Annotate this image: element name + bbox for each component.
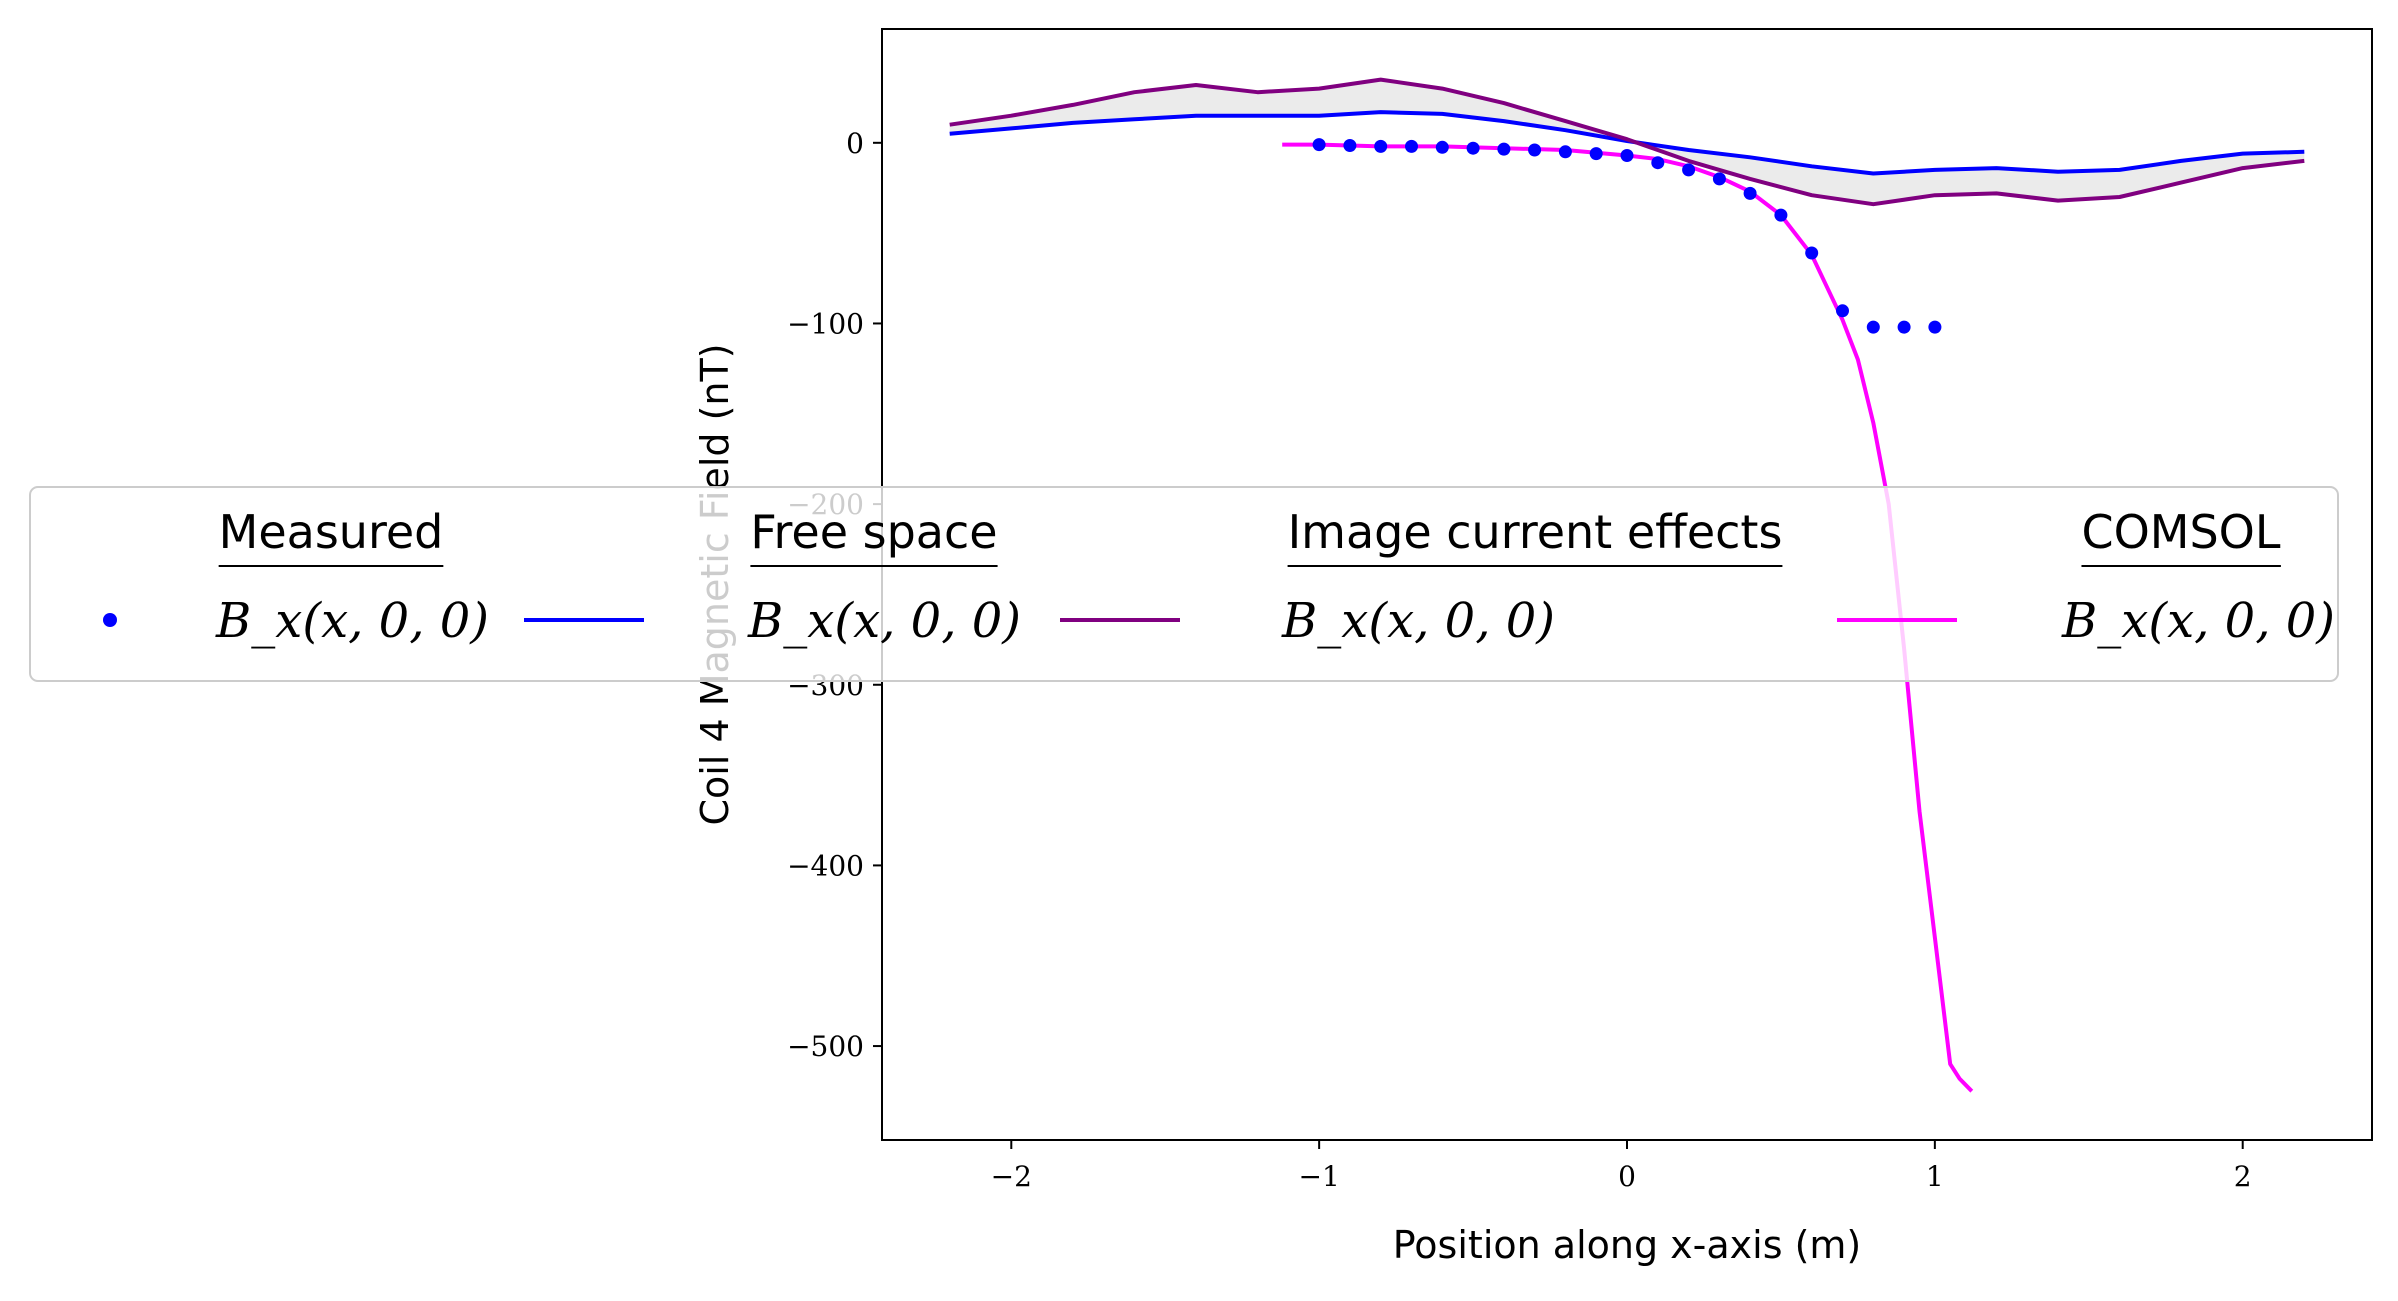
measured-point: [1558, 145, 1572, 159]
legend-marker-dot: [103, 613, 117, 627]
y-tick-label: −500: [787, 1030, 864, 1063]
legend-entry-title: Free space: [750, 505, 997, 559]
measured-point: [1682, 163, 1696, 177]
measured-point: [1497, 142, 1511, 156]
y-tick-label: 0: [846, 127, 864, 160]
measured-point: [1620, 149, 1634, 162]
x-tick-label: 1: [1926, 1160, 1944, 1193]
legend-entry-measured: Measured B_x(x, 0, 0): [103, 505, 489, 649]
measured-point: [1836, 304, 1849, 318]
measured-point: [1651, 156, 1665, 170]
measured-point: [1897, 320, 1911, 334]
y-tick-label: −400: [787, 849, 864, 882]
x-axis-title: Position along x-axis (m): [1393, 1223, 1862, 1267]
legend-entry-label: B_x(x, 0, 0): [215, 593, 489, 649]
legend-entry-comsol: COMSOL B_x(x, 0, 0): [1837, 505, 2335, 649]
plot-area: [949, 77, 2305, 1093]
x-tick-label: −1: [1299, 1160, 1340, 1193]
fill-between-band: [949, 79, 2305, 205]
series-line-free-space: [949, 110, 2305, 176]
measured-point: [1589, 147, 1603, 161]
measured-point: [1528, 143, 1542, 157]
legend-entry-title: Measured: [219, 505, 444, 559]
measured-point: [1928, 320, 1942, 334]
measured-point: [1435, 140, 1449, 154]
y-tick-label: −100: [787, 307, 864, 340]
measured-point: [1312, 138, 1326, 152]
legend-entry-label: B_x(x, 0, 0): [2061, 593, 2335, 649]
x-tick-label: 0: [1618, 1160, 1636, 1193]
series-line-comsol: [1282, 142, 1974, 1093]
series-line-image-current-effects: [949, 77, 2305, 207]
measured-point: [1866, 320, 1880, 334]
x-tick-label: −2: [991, 1160, 1032, 1193]
measured-point: [1774, 208, 1788, 222]
legend-entry-title: Image current effects: [1288, 505, 1783, 559]
legend-entry-label: B_x(x, 0, 0): [747, 593, 1021, 649]
legend-entry-title: COMSOL: [2081, 505, 2280, 559]
x-tick-label: 2: [2234, 1160, 2252, 1193]
measured-point: [1712, 172, 1726, 186]
measured-point: [1374, 139, 1388, 153]
measured-point: [1805, 246, 1819, 260]
measured-point: [1466, 141, 1480, 155]
measured-point: [1343, 139, 1357, 152]
legend-entry-image-current-effects: Image current effects B_x(x, 0, 0): [1060, 505, 1783, 649]
legend: Measured B_x(x, 0, 0) Free space B_x(x, 0, …: [29, 486, 2339, 682]
measured-point: [1743, 186, 1757, 200]
legend-entry-free-space: Free space B_x(x, 0, 0): [524, 505, 1021, 649]
legend-box: [29, 486, 2339, 682]
legend-entry-label: B_x(x, 0, 0): [1281, 593, 1555, 649]
measured-point: [1405, 139, 1418, 153]
